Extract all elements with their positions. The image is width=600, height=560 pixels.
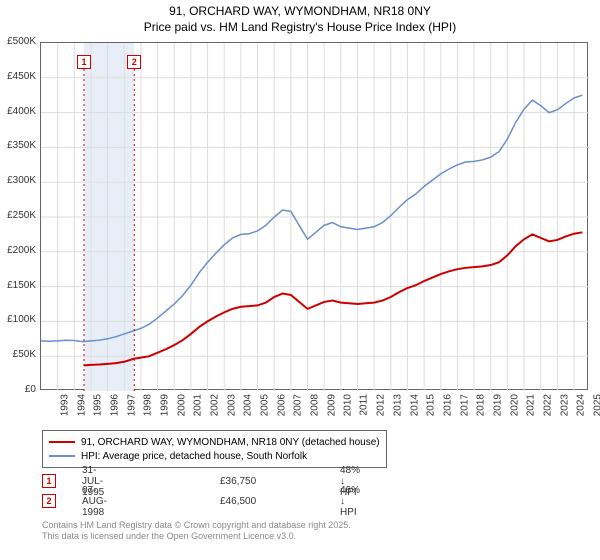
sale-date: 07-AUG-1998: [82, 485, 107, 518]
yaxis-tick-label: £150K: [0, 280, 36, 291]
xaxis-tick-label: 2006: [276, 394, 287, 416]
legend-label: 91, ORCHARD WAY, WYMONDHAM, NR18 0NY (de…: [81, 437, 380, 448]
xaxis-tick-label: 1996: [109, 394, 120, 416]
sale-delta: 46% ↓ HPI: [340, 485, 360, 518]
sale-price: £36,750: [220, 476, 256, 487]
legend-row: 91, ORCHARD WAY, WYMONDHAM, NR18 0NY (de…: [49, 435, 380, 449]
sale-row-marker: 2: [42, 494, 56, 508]
xaxis-tick-label: 2004: [242, 394, 253, 416]
xaxis-tick-label: 2018: [476, 394, 487, 416]
page-subtitle: Price paid vs. HM Land Registry's House …: [0, 20, 600, 34]
yaxis-tick-label: £400K: [0, 106, 36, 117]
yaxis-tick-label: £250K: [0, 210, 36, 221]
attribution-text: Contains HM Land Registry data © Crown c…: [42, 520, 351, 542]
xaxis-tick-label: 1998: [143, 394, 154, 416]
legend-label: HPI: Average price, detached house, Sout…: [81, 451, 307, 462]
series-hpi: [41, 95, 582, 341]
xaxis-tick-label: 2020: [509, 394, 520, 416]
xaxis-tick-label: 2005: [259, 394, 270, 416]
xaxis-tick-label: 2021: [526, 394, 537, 416]
yaxis-tick-label: £200K: [0, 245, 36, 256]
yaxis-tick-label: £300K: [0, 175, 36, 186]
xaxis-tick-label: 2012: [376, 394, 387, 416]
sale-row-marker: 1: [42, 474, 56, 488]
xaxis-tick-label: 1997: [126, 394, 137, 416]
xaxis-tick-label: 2013: [392, 394, 403, 416]
xaxis-tick-label: 2025: [592, 394, 600, 416]
xaxis-tick-label: 2015: [426, 394, 437, 416]
chart-svg: [41, 43, 589, 391]
yaxis-tick-label: £50K: [0, 349, 36, 360]
chart-legend: 91, ORCHARD WAY, WYMONDHAM, NR18 0NY (de…: [42, 430, 387, 468]
sale-marker-1: 1: [77, 55, 91, 69]
xaxis-tick-label: 2001: [193, 394, 204, 416]
yaxis-tick-label: £0: [0, 384, 36, 395]
price-chart: 12: [40, 42, 588, 390]
xaxis-tick-label: 2007: [292, 394, 303, 416]
sale-price: £46,500: [220, 496, 256, 507]
xaxis-tick-label: 2023: [559, 394, 570, 416]
xaxis-tick-label: 2011: [358, 394, 369, 416]
attribution-line1: Contains HM Land Registry data © Crown c…: [42, 520, 351, 531]
xaxis-tick-label: 2014: [409, 394, 420, 416]
yaxis-tick-label: £100K: [0, 314, 36, 325]
yaxis-tick-label: £350K: [0, 140, 36, 151]
xaxis-tick-label: 1995: [93, 394, 104, 416]
xaxis-tick-label: 2010: [342, 394, 353, 416]
yaxis-tick-label: £500K: [0, 36, 36, 47]
legend-swatch: [49, 455, 75, 457]
xaxis-tick-label: 2000: [176, 394, 187, 416]
xaxis-tick-label: 2016: [442, 394, 453, 416]
xaxis-tick-label: 1999: [159, 394, 170, 416]
xaxis-tick-label: 2017: [459, 394, 470, 416]
yaxis-tick-label: £450K: [0, 71, 36, 82]
xaxis-tick-label: 2024: [576, 394, 587, 416]
xaxis-tick-label: 2009: [326, 394, 337, 416]
xaxis-tick-label: 2003: [226, 394, 237, 416]
xaxis-tick-label: 2019: [492, 394, 503, 416]
legend-swatch: [49, 441, 75, 443]
sale-marker-2: 2: [127, 55, 141, 69]
xaxis-tick-label: 2008: [309, 394, 320, 416]
xaxis-tick-label: 2002: [209, 394, 220, 416]
xaxis-tick-label: 2022: [542, 394, 553, 416]
sale-row: 131-JUL-1995£36,75048% ↓ HPI: [42, 474, 56, 488]
page-title: 91, ORCHARD WAY, WYMONDHAM, NR18 0NY: [0, 0, 600, 20]
xaxis-tick-label: 1994: [76, 394, 87, 416]
attribution-line2: This data is licensed under the Open Gov…: [42, 531, 351, 542]
xaxis-tick-label: 1993: [59, 394, 70, 416]
legend-row: HPI: Average price, detached house, Sout…: [49, 449, 380, 463]
sale-row: 207-AUG-1998£46,50046% ↓ HPI: [42, 494, 56, 508]
